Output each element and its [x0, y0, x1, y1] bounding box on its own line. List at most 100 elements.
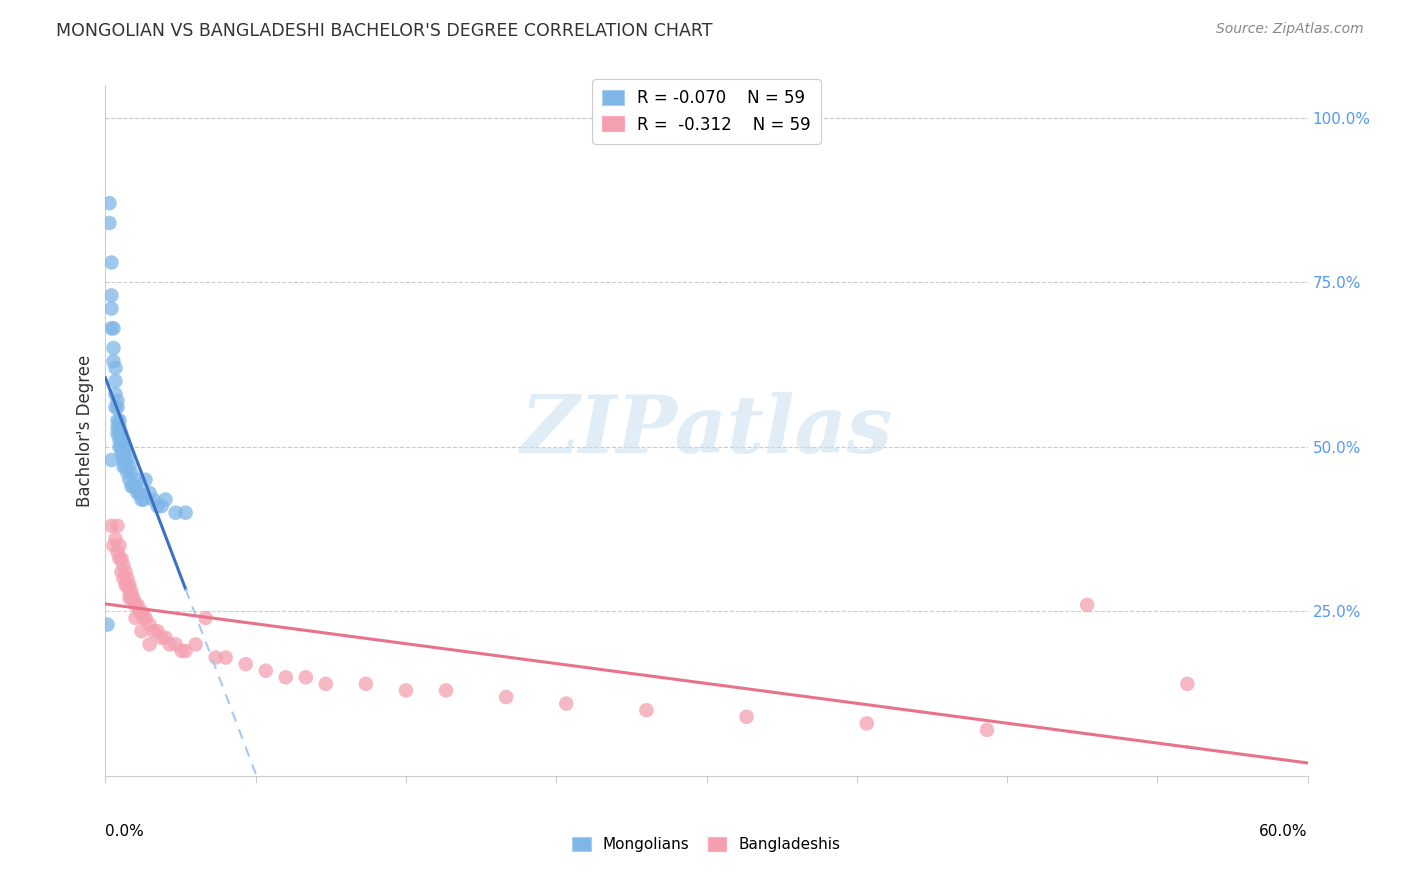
Text: Source: ZipAtlas.com: Source: ZipAtlas.com: [1216, 22, 1364, 37]
Text: 0.0%: 0.0%: [105, 824, 145, 839]
Point: [150, 499, 173, 513]
Point: [117, 466, 139, 480]
Point: [127, 473, 149, 487]
Point: [110, 446, 132, 460]
Point: [165, 506, 187, 520]
Point: [142, 624, 165, 639]
Point: [174, 644, 197, 658]
Point: [194, 611, 217, 625]
Point: [127, 486, 149, 500]
Point: [110, 551, 132, 566]
Text: 60.0%: 60.0%: [1260, 824, 1308, 839]
Point: [135, 473, 157, 487]
Point: [107, 420, 129, 434]
Point: [131, 492, 153, 507]
Point: [107, 426, 129, 441]
Point: [132, 611, 155, 625]
Point: [132, 492, 155, 507]
Point: [138, 617, 160, 632]
Point: [117, 578, 139, 592]
Point: [254, 664, 277, 678]
Y-axis label: Bachelor's Degree: Bachelor's Degree: [76, 354, 94, 507]
Point: [107, 519, 129, 533]
Point: [100, 321, 122, 335]
Point: [138, 637, 160, 651]
Point: [107, 393, 129, 408]
Point: [142, 492, 165, 507]
Point: [112, 572, 135, 586]
Point: [107, 401, 129, 415]
Point: [104, 387, 127, 401]
Point: [114, 446, 136, 460]
Point: [118, 584, 141, 599]
Point: [114, 459, 136, 474]
Point: [100, 519, 122, 533]
Point: [96, 617, 118, 632]
Point: [98, 216, 121, 230]
Point: [124, 479, 146, 493]
Point: [395, 683, 418, 698]
Point: [104, 374, 127, 388]
Point: [1177, 677, 1199, 691]
Point: [131, 604, 153, 618]
Point: [1076, 598, 1098, 612]
Text: ZIPatlas: ZIPatlas: [520, 392, 893, 469]
Point: [118, 591, 141, 606]
Point: [108, 434, 131, 448]
Point: [204, 650, 226, 665]
Point: [121, 479, 143, 493]
Point: [135, 611, 157, 625]
Point: [146, 499, 169, 513]
Point: [114, 440, 136, 454]
Point: [235, 657, 257, 672]
Point: [108, 440, 131, 454]
Point: [165, 637, 187, 651]
Point: [184, 637, 207, 651]
Legend: Mongolians, Bangladeshis: Mongolians, Bangladeshis: [567, 831, 846, 858]
Point: [100, 255, 122, 269]
Point: [114, 565, 136, 579]
Point: [128, 604, 150, 618]
Point: [112, 440, 135, 454]
Point: [315, 677, 337, 691]
Text: MONGOLIAN VS BANGLADESHI BACHELOR'S DEGREE CORRELATION CHART: MONGOLIAN VS BANGLADESHI BACHELOR'S DEGR…: [56, 22, 713, 40]
Point: [128, 486, 150, 500]
Point: [118, 578, 141, 592]
Point: [114, 578, 136, 592]
Point: [114, 453, 136, 467]
Point: [112, 434, 135, 448]
Point: [214, 650, 236, 665]
Point: [103, 539, 125, 553]
Point: [104, 532, 127, 546]
Point: [124, 598, 146, 612]
Point: [118, 459, 141, 474]
Point: [122, 479, 145, 493]
Point: [108, 420, 131, 434]
Point: [98, 196, 121, 211]
Point: [112, 453, 135, 467]
Point: [127, 598, 149, 612]
Point: [855, 716, 877, 731]
Point: [295, 670, 318, 684]
Point: [100, 453, 122, 467]
Point: [108, 413, 131, 427]
Point: [117, 572, 139, 586]
Point: [117, 453, 139, 467]
Point: [110, 426, 132, 441]
Point: [104, 401, 127, 415]
Point: [636, 703, 658, 717]
Point: [124, 611, 146, 625]
Point: [131, 624, 153, 639]
Point: [108, 426, 131, 441]
Point: [735, 710, 758, 724]
Point: [108, 551, 131, 566]
Point: [100, 301, 122, 316]
Point: [555, 697, 578, 711]
Point: [112, 459, 135, 474]
Point: [108, 539, 131, 553]
Point: [100, 288, 122, 302]
Point: [150, 631, 173, 645]
Point: [107, 413, 129, 427]
Point: [495, 690, 517, 704]
Point: [155, 492, 177, 507]
